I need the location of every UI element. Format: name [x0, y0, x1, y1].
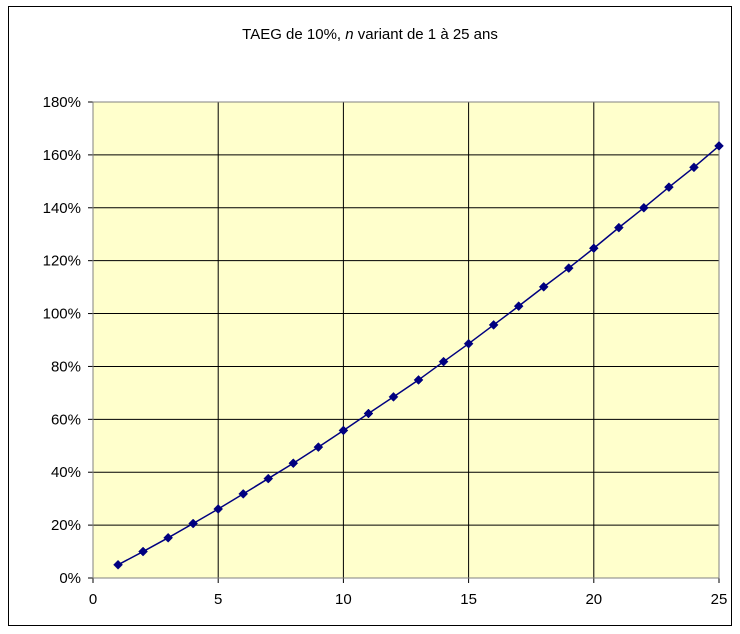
x-tick-label: 15	[460, 591, 477, 608]
chart-title-before: TAEG de 10%,	[242, 26, 346, 43]
data-point-marker	[588, 243, 599, 254]
data-point-marker	[113, 559, 123, 570]
y-tick-label: 20%	[51, 517, 81, 534]
data-point-marker	[488, 320, 499, 330]
data-point-marker	[338, 425, 349, 436]
axes	[88, 101, 720, 583]
x-tick-label: 20	[585, 591, 602, 608]
y-tick-label: 40%	[51, 464, 81, 481]
data-point-marker	[188, 518, 199, 529]
data-point-marker	[613, 222, 624, 233]
y-tick-label: 100%	[43, 306, 81, 323]
data-point-marker	[263, 473, 274, 484]
data-point-marker	[438, 356, 449, 367]
x-tick-label: 25	[711, 591, 728, 608]
data-point-marker	[288, 458, 299, 469]
plot-area	[93, 102, 719, 578]
y-tick-label: 120%	[43, 253, 81, 270]
x-tick-label: 0	[89, 591, 97, 608]
y-tick-label: 140%	[43, 200, 81, 217]
data-point-marker	[463, 338, 474, 349]
data-point-marker	[363, 408, 374, 419]
data-point-marker	[313, 442, 324, 452]
data-point-marker	[138, 546, 148, 557]
y-tick-label: 60%	[51, 411, 81, 428]
x-tick-label: 5	[214, 591, 222, 608]
chart-title-italic: n	[345, 26, 354, 43]
data-point-marker	[413, 375, 424, 385]
series-layer	[113, 141, 724, 570]
data-point-marker	[689, 162, 699, 173]
y-tick-label: 180%	[43, 94, 81, 111]
x-tick-label: 10	[335, 591, 352, 608]
data-point-marker	[538, 281, 549, 292]
data-point-marker	[563, 263, 574, 273]
data-point-marker	[213, 504, 224, 514]
data-point-marker	[639, 202, 649, 213]
tick-labels: 0% 20% 40% 60% 80% 100% 120% 140% 160% 180% 0 5 10 15…	[43, 94, 728, 608]
y-tick-label: 80%	[51, 358, 81, 375]
data-point-marker	[238, 489, 249, 499]
plot-border	[92, 101, 720, 579]
data-point-marker	[664, 182, 674, 193]
chart-title-after: variant de 1 à 25 ans	[353, 26, 498, 43]
data-point-marker	[714, 141, 724, 151]
data-point-marker	[388, 392, 399, 402]
data-point-marker	[163, 532, 173, 543]
y-tick-label: 160%	[43, 147, 81, 164]
data-point-marker	[513, 301, 524, 312]
chart-title: TAEG de 10%, n variant de 1 à 25 ans	[0, 26, 740, 43]
y-tick-label: 0%	[59, 570, 81, 587]
